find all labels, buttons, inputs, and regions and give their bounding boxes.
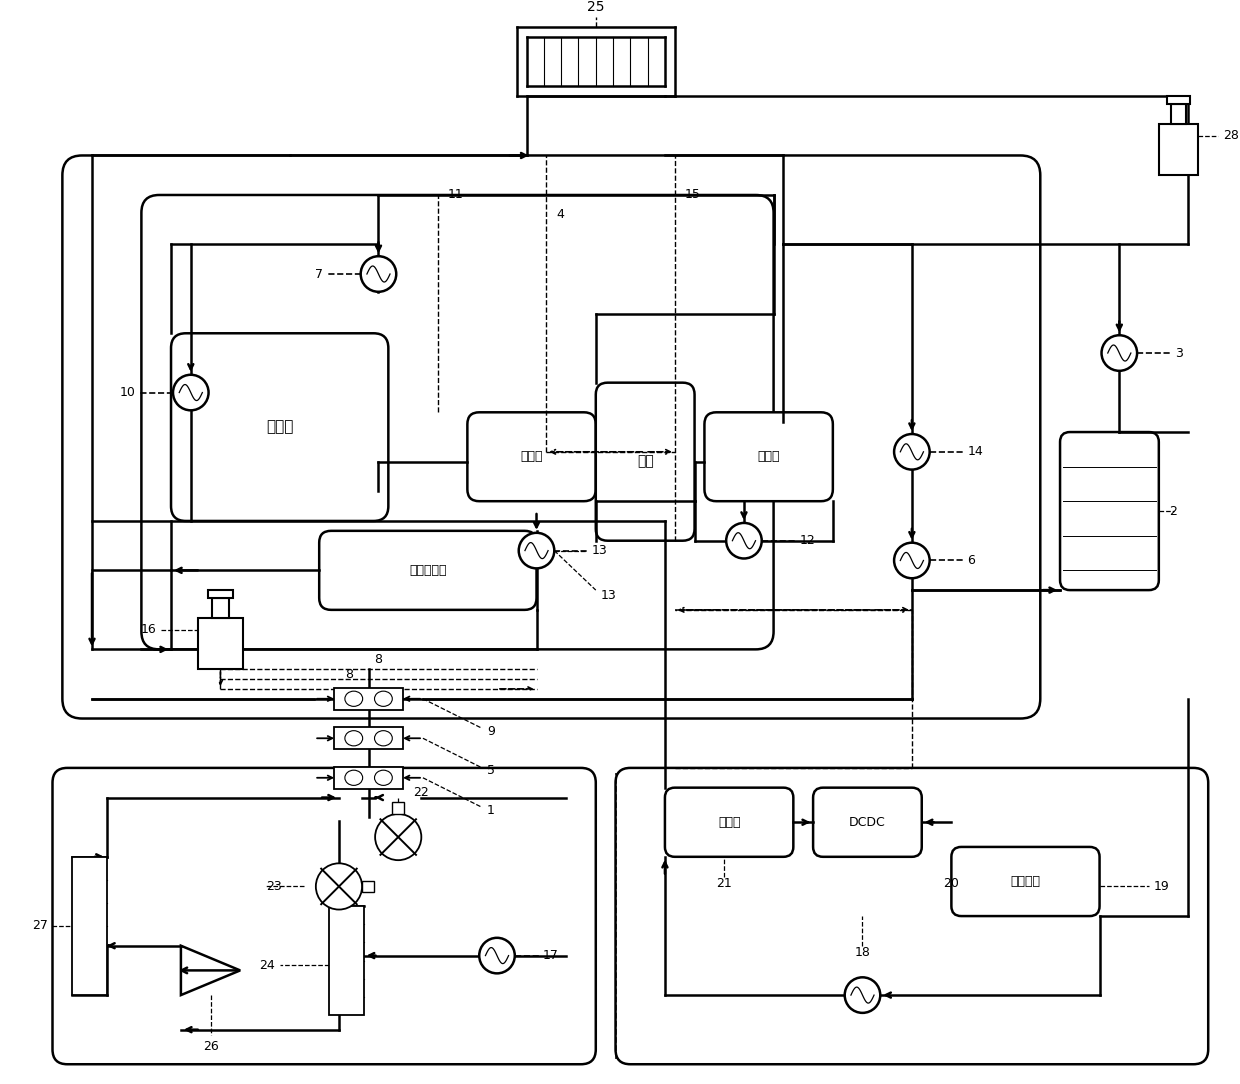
Text: 14: 14 <box>967 446 983 459</box>
FancyBboxPatch shape <box>704 412 833 501</box>
Text: 15: 15 <box>684 189 701 202</box>
Circle shape <box>1101 335 1137 371</box>
Text: 5: 5 <box>487 764 495 777</box>
Bar <box>334 727 403 749</box>
Text: 6: 6 <box>967 554 975 567</box>
Text: 8: 8 <box>345 668 353 681</box>
Text: DCDC: DCDC <box>849 816 885 829</box>
Text: 23: 23 <box>265 880 281 893</box>
Text: 13: 13 <box>591 544 608 557</box>
Text: 节温器: 节温器 <box>521 450 543 463</box>
FancyBboxPatch shape <box>665 788 794 856</box>
Text: 20: 20 <box>944 877 960 890</box>
Ellipse shape <box>345 770 362 786</box>
Circle shape <box>479 938 515 973</box>
Bar <box>208 590 233 598</box>
Text: 27: 27 <box>32 919 47 932</box>
Text: 9: 9 <box>487 725 495 738</box>
Text: 26: 26 <box>202 1040 218 1053</box>
Bar <box>1159 124 1198 176</box>
Bar <box>198 618 243 669</box>
FancyBboxPatch shape <box>1060 433 1159 590</box>
Ellipse shape <box>374 692 392 707</box>
Text: 4: 4 <box>557 208 564 221</box>
Text: 24: 24 <box>259 959 275 972</box>
Text: 8: 8 <box>374 653 382 666</box>
Text: 充电机: 充电机 <box>718 816 740 829</box>
Circle shape <box>174 375 208 411</box>
Text: 3: 3 <box>1174 347 1183 360</box>
Text: 28: 28 <box>1223 129 1239 142</box>
Circle shape <box>844 978 880 1012</box>
FancyBboxPatch shape <box>951 847 1100 916</box>
Circle shape <box>894 434 930 469</box>
Text: 11: 11 <box>448 189 464 202</box>
Circle shape <box>894 543 930 578</box>
Bar <box>1167 96 1190 104</box>
Bar <box>362 880 374 892</box>
FancyBboxPatch shape <box>813 788 921 856</box>
Text: 7: 7 <box>315 268 324 281</box>
Text: 变速箱: 变速箱 <box>758 450 780 463</box>
Text: 25: 25 <box>587 0 605 14</box>
Ellipse shape <box>345 692 362 707</box>
FancyBboxPatch shape <box>52 767 595 1064</box>
Bar <box>1171 104 1187 124</box>
Bar <box>72 856 107 995</box>
Text: 发动机: 发动机 <box>267 420 294 435</box>
Text: 2: 2 <box>1169 504 1177 517</box>
FancyBboxPatch shape <box>62 155 1040 719</box>
Ellipse shape <box>374 770 392 786</box>
Text: 12: 12 <box>800 534 815 547</box>
Text: 21: 21 <box>717 877 732 890</box>
Circle shape <box>727 522 761 558</box>
Text: 动力电池: 动力电池 <box>1011 875 1040 888</box>
Text: 17: 17 <box>542 950 558 963</box>
Text: 1: 1 <box>487 804 495 817</box>
Bar <box>334 766 403 789</box>
FancyBboxPatch shape <box>467 412 595 501</box>
Ellipse shape <box>374 731 392 746</box>
Bar <box>392 802 404 814</box>
Bar <box>212 598 229 618</box>
FancyBboxPatch shape <box>141 195 774 649</box>
Text: 13: 13 <box>600 589 616 602</box>
Circle shape <box>361 256 397 292</box>
Text: 19: 19 <box>1154 880 1169 893</box>
FancyBboxPatch shape <box>171 333 388 521</box>
Circle shape <box>518 533 554 568</box>
Bar <box>329 906 363 1015</box>
Ellipse shape <box>345 731 362 746</box>
Bar <box>334 688 403 710</box>
Text: 18: 18 <box>854 945 870 958</box>
Text: 涡轮增压器: 涡轮增压器 <box>409 564 446 577</box>
Text: 10: 10 <box>119 386 135 399</box>
FancyBboxPatch shape <box>595 383 694 541</box>
Circle shape <box>376 814 422 861</box>
Text: 电机: 电机 <box>637 454 653 468</box>
Text: 16: 16 <box>140 623 156 636</box>
FancyBboxPatch shape <box>319 531 537 610</box>
FancyBboxPatch shape <box>615 767 1208 1064</box>
Circle shape <box>316 863 362 909</box>
Text: 22: 22 <box>413 786 429 799</box>
